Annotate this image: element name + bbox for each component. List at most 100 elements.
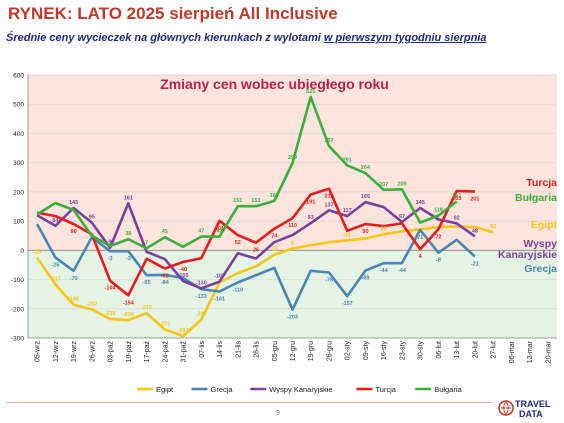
data-label: 52 xyxy=(235,240,241,246)
data-label: 97 xyxy=(399,214,405,220)
x-tick-label: 05-gru xyxy=(272,341,279,361)
x-tick-label: 16-sty xyxy=(381,341,388,361)
x-tick-label: 20-lut xyxy=(472,341,479,359)
y-tick-label: 100 xyxy=(13,219,24,226)
data-label: -69 xyxy=(361,275,369,281)
series-end-label: Kanaryjskie xyxy=(498,249,557,261)
data-label: 145 xyxy=(416,200,425,206)
x-tick-label: 23-sty xyxy=(399,341,406,361)
legend-item: Egipt xyxy=(156,385,174,394)
series-line-bułgaria xyxy=(36,95,458,250)
series-line-wyspy-kanaryjskie xyxy=(36,200,476,290)
x-tick-label: 19-wrz xyxy=(71,341,78,363)
y-tick-label: 400 xyxy=(13,131,24,138)
legend-item: Turcja xyxy=(375,385,396,394)
data-label: 93 xyxy=(308,215,314,221)
x-tick-label: 20-mar xyxy=(545,340,552,363)
data-label: 145 xyxy=(69,200,78,206)
x-tick-label: 03-paź xyxy=(108,341,115,363)
data-label: 264 xyxy=(361,165,371,171)
data-label: 207 xyxy=(379,182,388,188)
data-label: -107 xyxy=(214,274,225,280)
y-tick-label: -100 xyxy=(11,277,24,284)
data-label: -186 xyxy=(68,297,79,303)
data-label: 161 xyxy=(124,195,133,201)
series-line-grecja xyxy=(35,223,476,312)
data-label: 137 xyxy=(324,202,333,208)
x-tick-label: 26-gru xyxy=(326,341,333,361)
legend-item: Bułgaria xyxy=(434,385,462,394)
data-label: 90 xyxy=(362,229,368,235)
series-end-label: Grecja xyxy=(524,263,557,275)
subtitle-underlined: w pierwszym tygodniu sierpnia xyxy=(323,32,487,44)
data-label: 47 xyxy=(198,229,204,235)
y-tick-label: -300 xyxy=(11,336,24,343)
data-label: 7 xyxy=(145,240,148,246)
data-label: -3 xyxy=(108,256,113,262)
x-tick-label: 17-paź xyxy=(144,341,151,363)
data-label: -235 xyxy=(105,311,116,317)
data-label: 291 xyxy=(343,157,352,163)
data-label: 201 xyxy=(470,197,479,203)
chart-title: Zmiany cen wobec ubiegłego roku xyxy=(160,76,389,92)
x-tick-label: 07-lis xyxy=(199,341,206,358)
data-label: -215 xyxy=(141,305,152,311)
data-label: 110 xyxy=(288,223,297,229)
data-label: -110 xyxy=(232,287,243,293)
data-label: -84 xyxy=(161,280,170,286)
series-end-label: Wyspy xyxy=(523,238,557,250)
footer-rule xyxy=(6,402,492,403)
data-label: 92 xyxy=(454,215,460,221)
data-label: -25 xyxy=(33,250,41,256)
data-label: -105 xyxy=(178,273,189,279)
data-label: -3 xyxy=(126,256,131,262)
data-label: 26 xyxy=(253,248,259,254)
data-label: 525 xyxy=(306,89,315,95)
data-label: -239 xyxy=(123,312,134,318)
data-label: 151 xyxy=(251,198,260,204)
data-label: -202 xyxy=(86,301,97,307)
data-label: -44 xyxy=(398,268,407,274)
x-tick-label: 30-sty xyxy=(418,341,425,361)
series-line-egipt xyxy=(36,225,494,338)
data-label: 117 xyxy=(343,208,352,214)
series-end-label: Bułgaria xyxy=(515,192,557,204)
page-number: 9 xyxy=(276,410,280,417)
x-tick-label: 13-lut xyxy=(454,341,461,359)
page-title: RYNEK: LATO 2025 sierpień All Inclusive xyxy=(8,4,338,23)
svg-text:TRAVEL: TRAVEL xyxy=(515,399,551,409)
data-label: -85 xyxy=(143,280,151,286)
page-subtitle: Średnie ceny wycieczek na głównych kieru… xyxy=(6,32,487,44)
series-end-label: Turcja xyxy=(526,177,557,189)
negative-band xyxy=(28,250,557,338)
data-label: -40 xyxy=(179,267,187,273)
data-label: 74 xyxy=(271,234,278,240)
x-tick-label: 10-paź xyxy=(126,341,133,363)
data-label: -15 xyxy=(270,247,278,253)
x-tick-label: 05-wrz xyxy=(35,341,42,363)
x-tick-label: 26-wrz xyxy=(89,341,96,363)
data-label: -237 xyxy=(196,312,207,318)
x-tick-label: 27-lut xyxy=(491,341,498,359)
data-label: 6 xyxy=(291,241,294,247)
data-label: 203 xyxy=(452,196,461,202)
data-label: -25 xyxy=(51,263,59,269)
x-tick-label: 14-lis xyxy=(217,341,224,358)
data-label: -8 xyxy=(436,258,441,264)
data-label: 119 xyxy=(434,208,443,214)
data-label: 84 xyxy=(52,218,59,224)
data-label: 45 xyxy=(162,229,168,235)
data-label: 191 xyxy=(306,200,315,206)
data-label: 48 xyxy=(472,228,478,234)
travel-data-logo: TRAVEL DATA xyxy=(498,399,551,419)
data-label: 38 xyxy=(125,231,131,237)
data-label: -133 xyxy=(196,294,207,300)
data-label: 9 xyxy=(109,240,112,246)
data-label: -203 xyxy=(287,315,298,321)
x-tick-label: 28-lis xyxy=(254,341,261,358)
data-label: 151 xyxy=(233,198,242,204)
x-tick-label: 24-paź xyxy=(162,341,169,363)
legend: Egipt Grecja Wyspy Kanaryjskie Turcja Bułgar… xyxy=(137,385,463,394)
data-label: 90 xyxy=(71,229,77,235)
